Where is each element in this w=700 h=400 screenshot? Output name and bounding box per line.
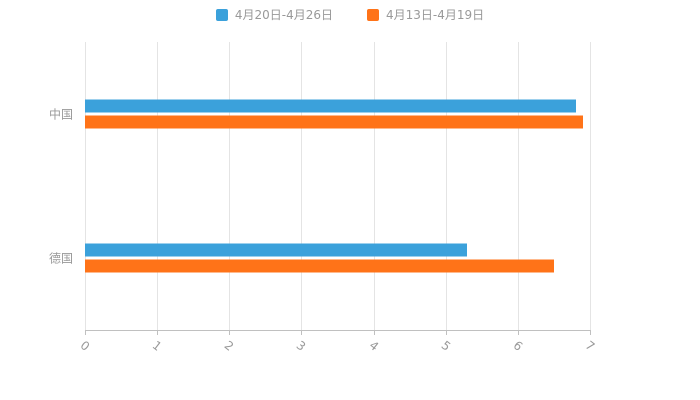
bar-group bbox=[85, 99, 590, 129]
axis-tick bbox=[445, 330, 447, 335]
legend: 4月20日-4月26日 4月13日-4月19日 bbox=[0, 6, 700, 23]
x-axis-label: 3 bbox=[294, 338, 309, 354]
x-axis-label: 5 bbox=[438, 338, 454, 354]
x-axis-label: 4 bbox=[366, 338, 381, 354]
bar-group bbox=[85, 243, 590, 273]
x-axis-label: 2 bbox=[221, 338, 237, 354]
axis-tick bbox=[590, 330, 591, 335]
gridline bbox=[157, 42, 159, 330]
axis-tick bbox=[157, 330, 159, 335]
plot-area: 0 1 2 3 4 5 6 7 中国德国 bbox=[49, 42, 597, 354]
gridline bbox=[517, 42, 519, 330]
x-axis-label: 6 bbox=[510, 338, 526, 354]
bar[interactable] bbox=[85, 99, 576, 113]
gridline bbox=[590, 42, 591, 330]
gridline bbox=[85, 42, 86, 330]
bar[interactable] bbox=[85, 243, 468, 257]
bar[interactable] bbox=[85, 259, 554, 273]
gridline bbox=[445, 42, 447, 330]
legend-item-apr13-apr19[interactable]: 4月13日-4月19日 bbox=[367, 6, 484, 23]
bar[interactable] bbox=[85, 115, 583, 129]
axis-tick bbox=[301, 330, 303, 335]
legend-label-apr20-apr26: 4月20日-4月26日 bbox=[234, 8, 333, 22]
axis-tick bbox=[517, 330, 519, 335]
axis-tick bbox=[373, 330, 375, 335]
legend-label-apr13-apr19: 4月13日-4月19日 bbox=[386, 8, 485, 22]
gridline bbox=[373, 42, 375, 330]
category-label: 德国 bbox=[48, 251, 73, 266]
gridline bbox=[229, 42, 231, 330]
x-axis-label: 7 bbox=[582, 338, 598, 354]
axis-tick bbox=[229, 330, 231, 335]
category-label: 中国 bbox=[48, 107, 73, 122]
legend-swatch-orange bbox=[367, 8, 379, 21]
x-axis-label: 1 bbox=[149, 338, 165, 354]
axis-tick bbox=[85, 330, 86, 335]
legend-swatch-blue bbox=[215, 8, 228, 21]
gridline bbox=[301, 42, 303, 330]
legend-item-apr20-apr26[interactable]: 4月20日-4月26日 bbox=[215, 6, 333, 23]
x-axis-label: 0 bbox=[77, 338, 93, 354]
